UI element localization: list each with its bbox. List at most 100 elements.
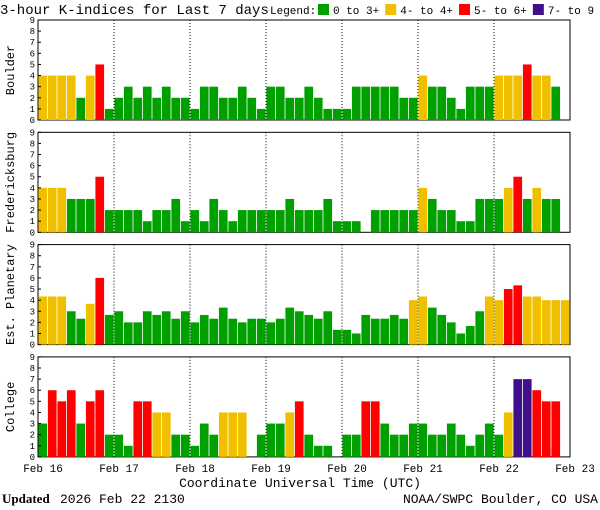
- y-tick-label: 8: [30, 364, 35, 374]
- bar: [218, 307, 228, 345]
- y-tick-label: 6: [30, 162, 35, 172]
- bar: [522, 198, 532, 233]
- y-tick-label: 2: [30, 206, 35, 216]
- bar: [484, 296, 494, 345]
- x-axis-label: Coordinate Universal Time (UTC): [179, 476, 421, 491]
- bar: [38, 423, 48, 457]
- y-tick-label: 4: [30, 184, 35, 194]
- bar: [47, 296, 57, 345]
- bar: [142, 221, 152, 233]
- bar: [484, 423, 494, 457]
- bar: [161, 210, 171, 233]
- bar: [446, 423, 456, 457]
- x-tick-label: Feb 18: [175, 464, 215, 476]
- bar: [152, 412, 162, 457]
- bar: [123, 210, 133, 233]
- y-tick-label: 4: [30, 408, 35, 418]
- bar: [541, 75, 551, 120]
- bar: [541, 401, 551, 457]
- bar: [171, 434, 181, 457]
- bar: [199, 221, 209, 233]
- bar: [57, 187, 67, 233]
- bar: [95, 277, 105, 345]
- y-tick-label: 9: [30, 241, 35, 251]
- bar: [532, 296, 542, 345]
- bar: [133, 97, 143, 120]
- bar: [465, 326, 475, 345]
- bar: [399, 97, 409, 120]
- bar: [475, 311, 485, 345]
- bar: [389, 314, 399, 345]
- bar: [456, 434, 466, 457]
- bar: [209, 434, 219, 457]
- bar: [361, 401, 371, 457]
- y-tick-label: 5: [30, 285, 35, 295]
- bar: [190, 445, 200, 457]
- bar: [351, 221, 361, 233]
- bar: [427, 307, 437, 345]
- bar: [294, 311, 304, 345]
- bar: [418, 187, 428, 233]
- bar: [123, 86, 133, 120]
- bar: [475, 434, 485, 457]
- bar: [541, 198, 551, 233]
- y-tick-label: 0: [30, 341, 35, 351]
- panel-label: College: [4, 382, 18, 432]
- bar: [266, 423, 276, 457]
- bar: [85, 198, 95, 233]
- bar: [85, 303, 95, 345]
- bar: [513, 285, 523, 345]
- bar: [104, 108, 114, 120]
- bar: [228, 221, 238, 233]
- bar: [275, 210, 285, 233]
- bar: [465, 221, 475, 233]
- bar: [408, 423, 418, 457]
- bar: [66, 75, 76, 120]
- bar: [142, 311, 152, 345]
- bar: [437, 434, 447, 457]
- bar: [85, 401, 95, 457]
- bar: [389, 434, 399, 457]
- y-tick-label: 5: [30, 173, 35, 183]
- bar: [114, 210, 124, 233]
- bar: [370, 318, 380, 345]
- bar: [294, 97, 304, 120]
- y-tick-label: 9: [30, 16, 35, 26]
- bar: [285, 412, 295, 457]
- bar: [342, 108, 352, 120]
- bar: [209, 198, 219, 233]
- bar: [532, 390, 542, 457]
- bar: [389, 86, 399, 120]
- bar: [190, 108, 200, 120]
- legend-swatch: [459, 4, 471, 15]
- bar: [370, 210, 380, 233]
- bar: [370, 86, 380, 120]
- legend-entry: 0 to 3+: [333, 6, 379, 18]
- bar: [180, 434, 190, 457]
- bar: [408, 300, 418, 345]
- legend-swatch: [385, 4, 397, 15]
- panel-label: Fredericksburg: [4, 132, 18, 233]
- bar: [66, 198, 76, 233]
- x-tick-label: Feb 22: [479, 464, 519, 476]
- bar: [199, 314, 209, 345]
- bar: [266, 86, 276, 120]
- bar: [332, 108, 342, 120]
- bar: [484, 198, 494, 233]
- bar: [551, 86, 561, 120]
- panel-label: Est. Planetary: [4, 244, 18, 345]
- bar: [76, 423, 86, 457]
- bar: [380, 423, 390, 457]
- bar: [76, 318, 86, 345]
- bar: [104, 314, 114, 345]
- y-tick-label: 0: [30, 228, 35, 238]
- x-tick-label: Feb 19: [251, 464, 291, 476]
- y-tick-label: 6: [30, 274, 35, 284]
- panel-frame: [37, 131, 571, 233]
- bar: [446, 97, 456, 120]
- bar: [370, 401, 380, 457]
- y-tick-label: 8: [30, 139, 35, 149]
- y-tick-label: 2: [30, 94, 35, 104]
- y-tick-label: 6: [30, 386, 35, 396]
